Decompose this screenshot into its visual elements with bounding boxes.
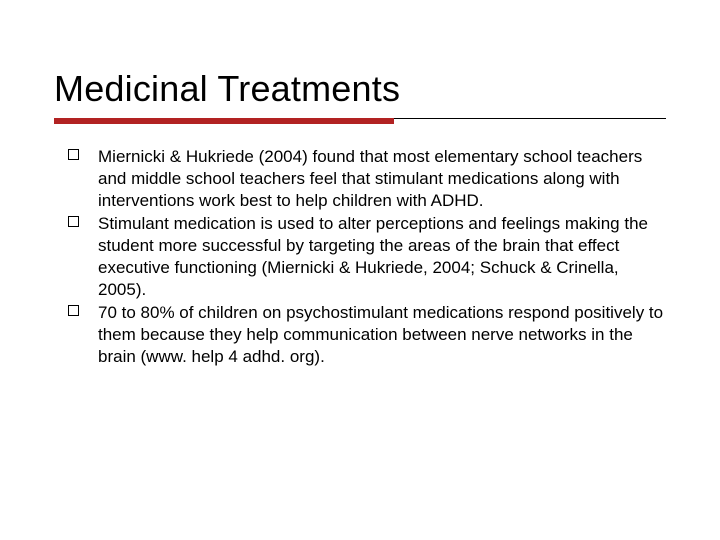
rule-rest: [394, 118, 666, 119]
square-bullet-icon: [68, 216, 79, 227]
slide: Medicinal Treatments Miernicki & Hukried…: [0, 0, 720, 540]
bullet-text: Stimulant medication is used to alter pe…: [98, 214, 648, 298]
list-item: Miernicki & Hukriede (2004) found that m…: [54, 146, 666, 211]
list-item: 70 to 80% of children on psychostimulant…: [54, 302, 666, 367]
title-rule: [54, 118, 666, 124]
square-bullet-icon: [68, 149, 79, 160]
bullet-list: Miernicki & Hukriede (2004) found that m…: [54, 146, 666, 368]
square-bullet-icon: [68, 305, 79, 316]
slide-title: Medicinal Treatments: [54, 68, 666, 110]
rule-accent: [54, 118, 394, 124]
bullet-text: 70 to 80% of children on psychostimulant…: [98, 303, 663, 366]
list-item: Stimulant medication is used to alter pe…: [54, 213, 666, 300]
bullet-text: Miernicki & Hukriede (2004) found that m…: [98, 147, 642, 210]
